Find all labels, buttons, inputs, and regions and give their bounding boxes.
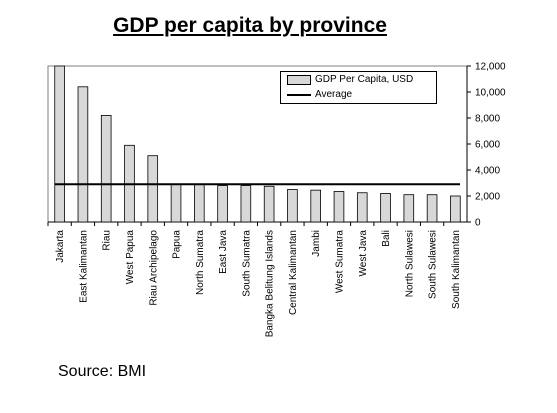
legend-average-label: Average [315, 89, 353, 100]
legend-item-average: Average [281, 87, 436, 102]
bar [403, 194, 415, 223]
chart-legend: GDP Per Capita, USD Average [280, 71, 437, 104]
bar [287, 189, 298, 223]
bar [333, 191, 345, 223]
chart-title: GDP per capita by province [113, 14, 387, 37]
bar [147, 155, 159, 223]
y-tick-label: 12,000 [475, 62, 506, 73]
bar [100, 115, 112, 223]
bar [356, 192, 368, 223]
x-tick-label: East Kalimantan [78, 230, 89, 303]
bar [263, 185, 275, 223]
x-tick-label: North Sulawesi [404, 230, 415, 297]
x-tick-label: Bali [381, 230, 392, 247]
y-tick-label: 8,000 [475, 114, 500, 125]
legend-bar-swatch [287, 74, 311, 85]
legend-line-swatch [287, 93, 311, 96]
x-tick-label: West Papua [125, 230, 136, 285]
y-tick-label: 0 [475, 218, 481, 229]
x-tick-label: East Java [218, 230, 229, 274]
bar [77, 86, 89, 223]
x-tick-label: Jakarta [55, 230, 66, 263]
y-tick-label: 2,000 [475, 192, 500, 203]
y-tick-label: 10,000 [475, 88, 506, 99]
source-note: Source: BMI [58, 363, 147, 380]
legend-item-bar: GDP Per Capita, USD [281, 72, 436, 87]
bar [380, 192, 391, 223]
x-tick-label: West Sumatra [334, 230, 345, 294]
x-tick-label: Jambi [311, 230, 322, 257]
bar [170, 183, 182, 223]
x-tick-label: Riau Archipelago [148, 230, 159, 306]
bar [450, 195, 461, 223]
bar [54, 65, 65, 223]
x-tick-label: North Sumatra [195, 230, 206, 295]
y-tick-label: 6,000 [475, 140, 500, 151]
x-tick-label: South Kalimantan [451, 230, 462, 309]
x-tick-label: South Sulawesi [428, 230, 439, 299]
legend-bar-label: GDP Per Capita, USD [315, 74, 414, 85]
x-tick-label: Papua [172, 230, 183, 259]
bar [310, 189, 321, 223]
x-tick-label: West Java [358, 230, 369, 277]
bar [240, 185, 252, 223]
x-tick-label: Riau [102, 230, 113, 251]
bar [217, 185, 228, 223]
bar [426, 194, 438, 223]
x-tick-label: Central Kalimantan [288, 230, 299, 315]
bar [194, 183, 205, 223]
x-tick-label: Bangka Belitung Islands [265, 230, 276, 337]
y-tick-label: 4,000 [475, 166, 500, 177]
x-tick-label: South Sumatra [241, 230, 252, 297]
